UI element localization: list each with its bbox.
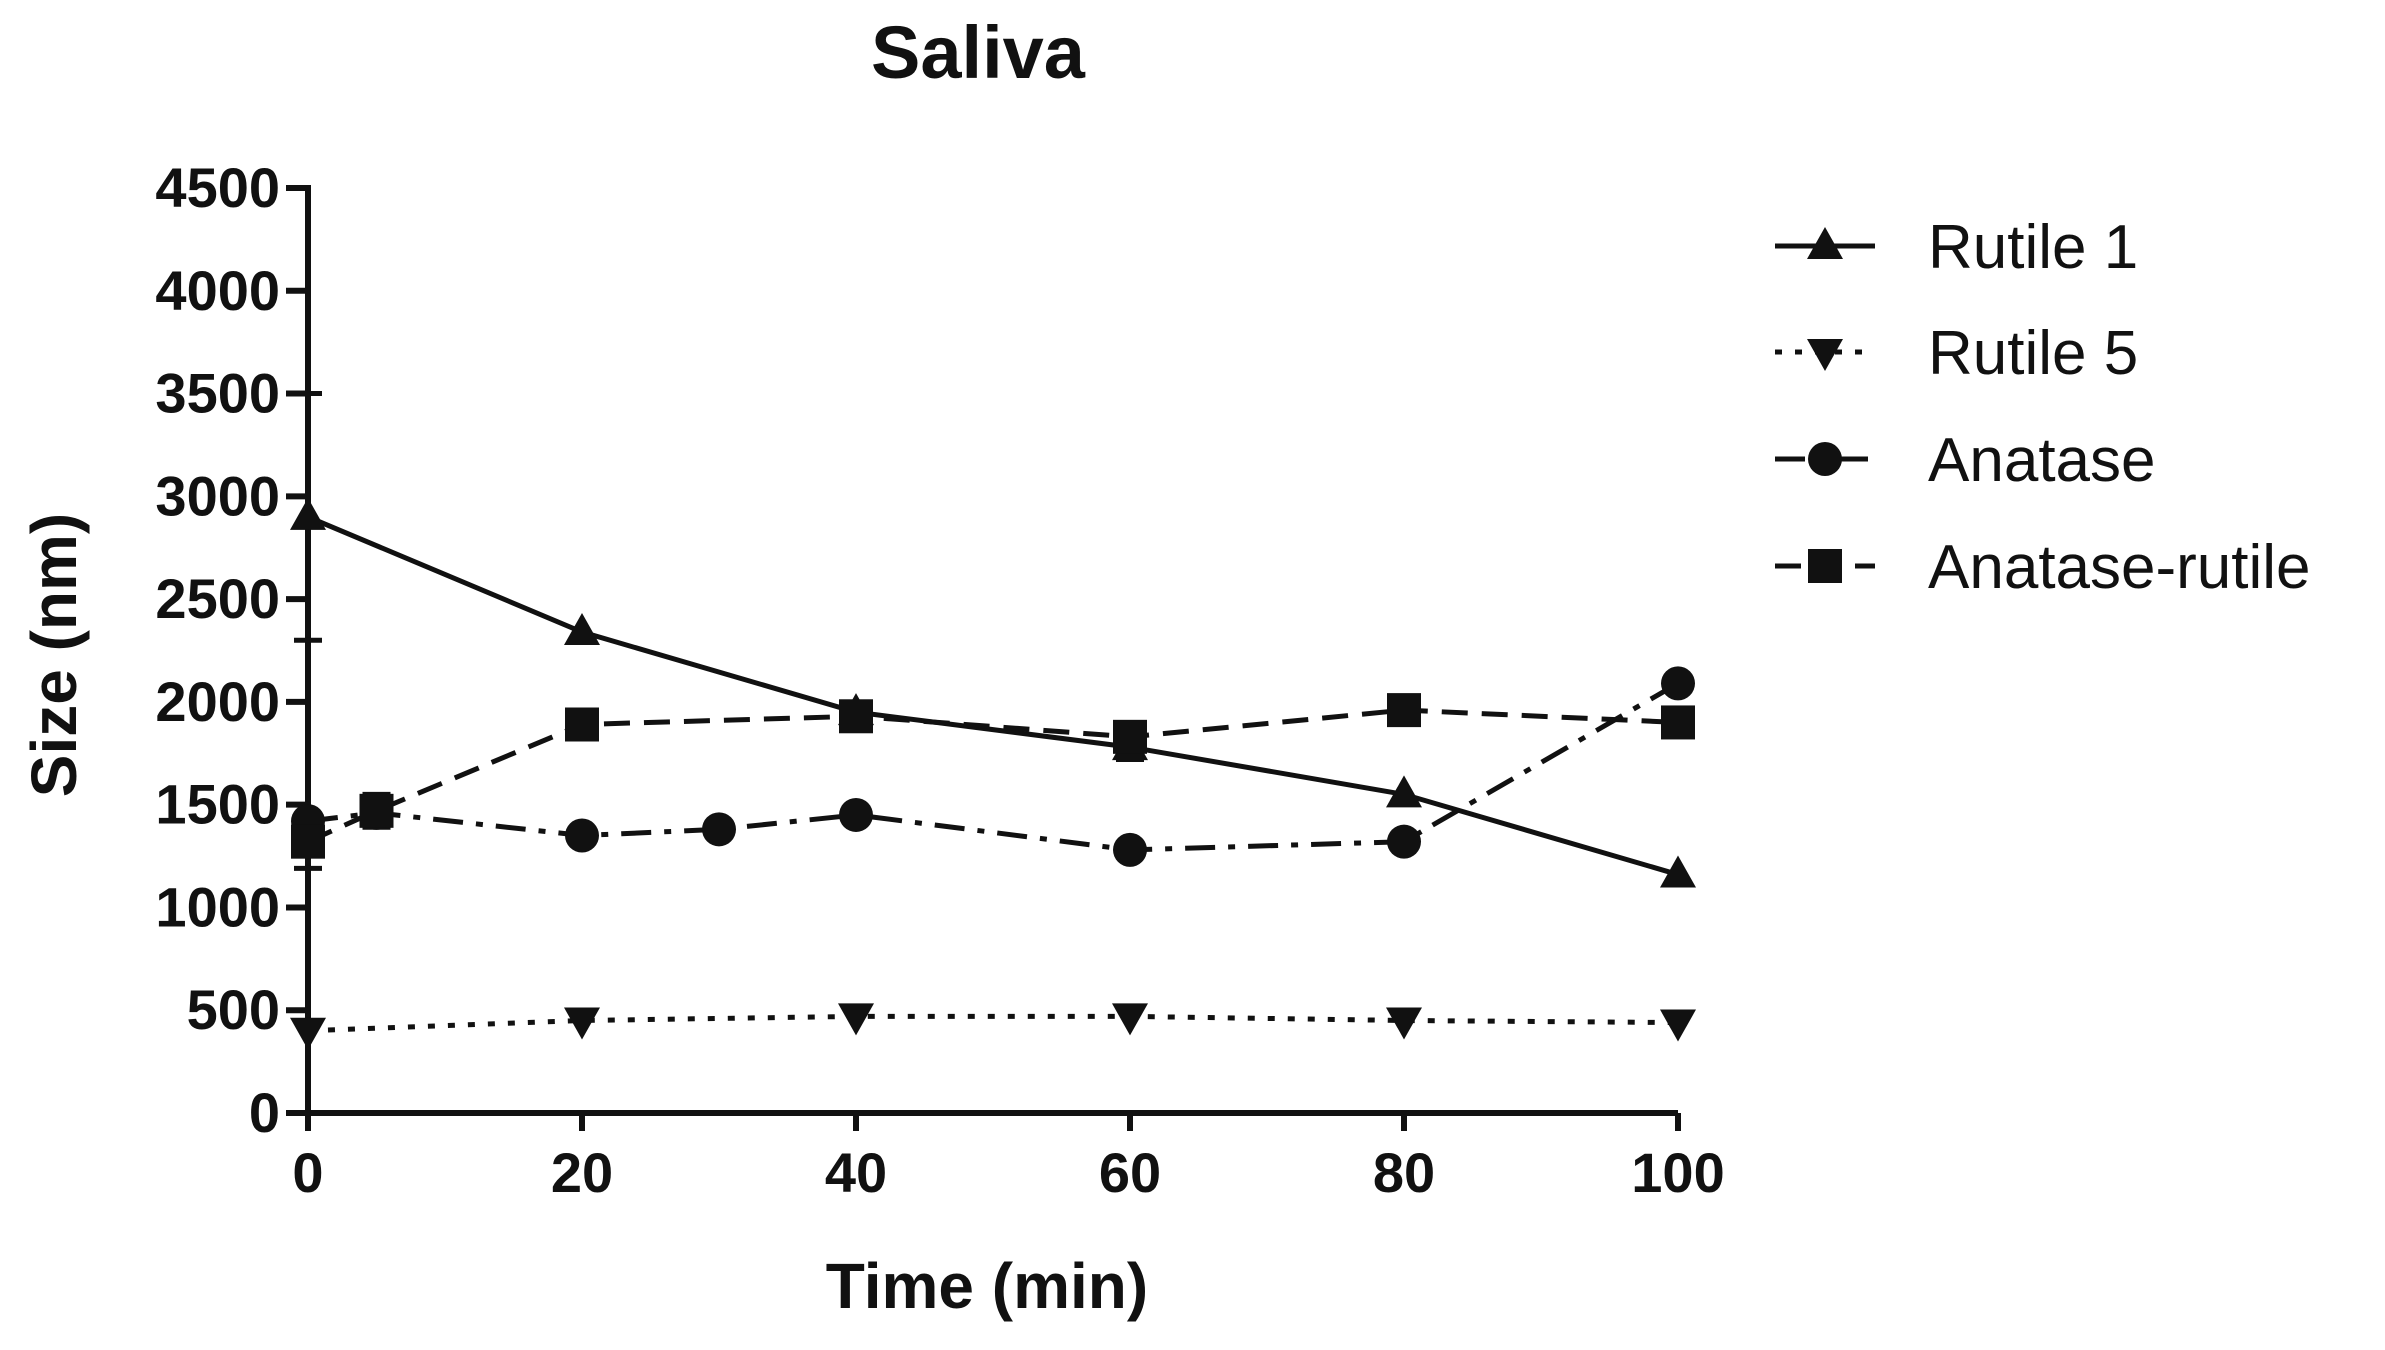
y-tick-label: 500: [187, 978, 280, 1041]
y-tick-label: 2000: [155, 670, 280, 733]
x-tick-label: 20: [551, 1141, 613, 1204]
y-tick-label: 1500: [155, 773, 280, 836]
series-anatase: [291, 666, 1695, 867]
y-tick-label: 0: [249, 1081, 280, 1144]
data-point: [839, 797, 873, 832]
data-point: [1386, 775, 1422, 808]
series-anatase-rutile: [291, 693, 1695, 871]
data-point: [1661, 666, 1695, 701]
axes: 0 500 1000 1500 2000 2500 3000 3500 4000 4500 0 20 4…: [155, 156, 1724, 1204]
x-axis-title: Time (min): [826, 1250, 1148, 1322]
data-point: [1386, 1007, 1422, 1040]
x-tick-label: 40: [825, 1141, 887, 1204]
data-point: [839, 699, 873, 734]
chart-title: Saliva: [871, 11, 1086, 94]
y-tick-label: 3000: [155, 464, 280, 527]
data-point: [565, 818, 599, 853]
legend: Rutile 1 Rutile 5 Anatase Anatase-rutile: [1775, 213, 2311, 602]
data-point: [702, 812, 736, 847]
data-point: [1660, 855, 1696, 888]
data-point: [565, 707, 599, 742]
legend-item: Anatase: [1775, 426, 2156, 495]
x-tick-label: 80: [1373, 1141, 1435, 1204]
data-point: [564, 1007, 600, 1040]
series-layer: [290, 391, 1696, 1050]
y-tick-label: 1000: [155, 875, 280, 938]
data-point: [290, 497, 326, 530]
data-point: [838, 1003, 874, 1036]
series-rutile-5: [290, 1003, 1696, 1050]
legend-marker: [1808, 442, 1842, 476]
legend-marker: [1807, 339, 1843, 371]
data-point: [1113, 719, 1147, 754]
data-point: [564, 613, 600, 645]
x-tick-label: 100: [1631, 1141, 1724, 1204]
data-point: [1660, 1009, 1696, 1042]
series-rutile-1: [290, 391, 1696, 888]
data-point: [290, 1017, 326, 1050]
legend-item: Rutile 5: [1775, 319, 2138, 388]
legend-label: Anatase: [1928, 426, 2156, 495]
legend-marker: [1807, 227, 1843, 259]
series-line: [307, 1013, 1679, 1034]
y-axis-title: Size (nm): [18, 513, 90, 797]
legend-item: Anatase-rutile: [1775, 533, 2311, 602]
data-point: [1112, 1003, 1148, 1036]
data-point: [1661, 705, 1695, 740]
x-tick-label: 60: [1099, 1141, 1161, 1204]
y-tick-label: 2500: [155, 567, 280, 630]
data-point: [291, 824, 325, 859]
series-line: [307, 514, 1679, 877]
series-line: [307, 681, 1680, 853]
data-point: [359, 793, 394, 828]
data-point: [1387, 693, 1421, 728]
x-tick-label: 0: [292, 1141, 323, 1204]
legend-marker: [1808, 549, 1842, 583]
y-tick-label: 4000: [155, 259, 280, 322]
legend-item: Rutile 1: [1775, 213, 2138, 282]
y-tick-label: 3500: [155, 362, 280, 425]
data-point: [1113, 832, 1147, 867]
y-tick-label: 4500: [155, 156, 280, 219]
legend-label: Rutile 1: [1928, 213, 2138, 282]
legend-label: Anatase-rutile: [1928, 533, 2311, 602]
legend-label: Rutile 5: [1928, 319, 2138, 388]
data-point: [1387, 824, 1421, 859]
